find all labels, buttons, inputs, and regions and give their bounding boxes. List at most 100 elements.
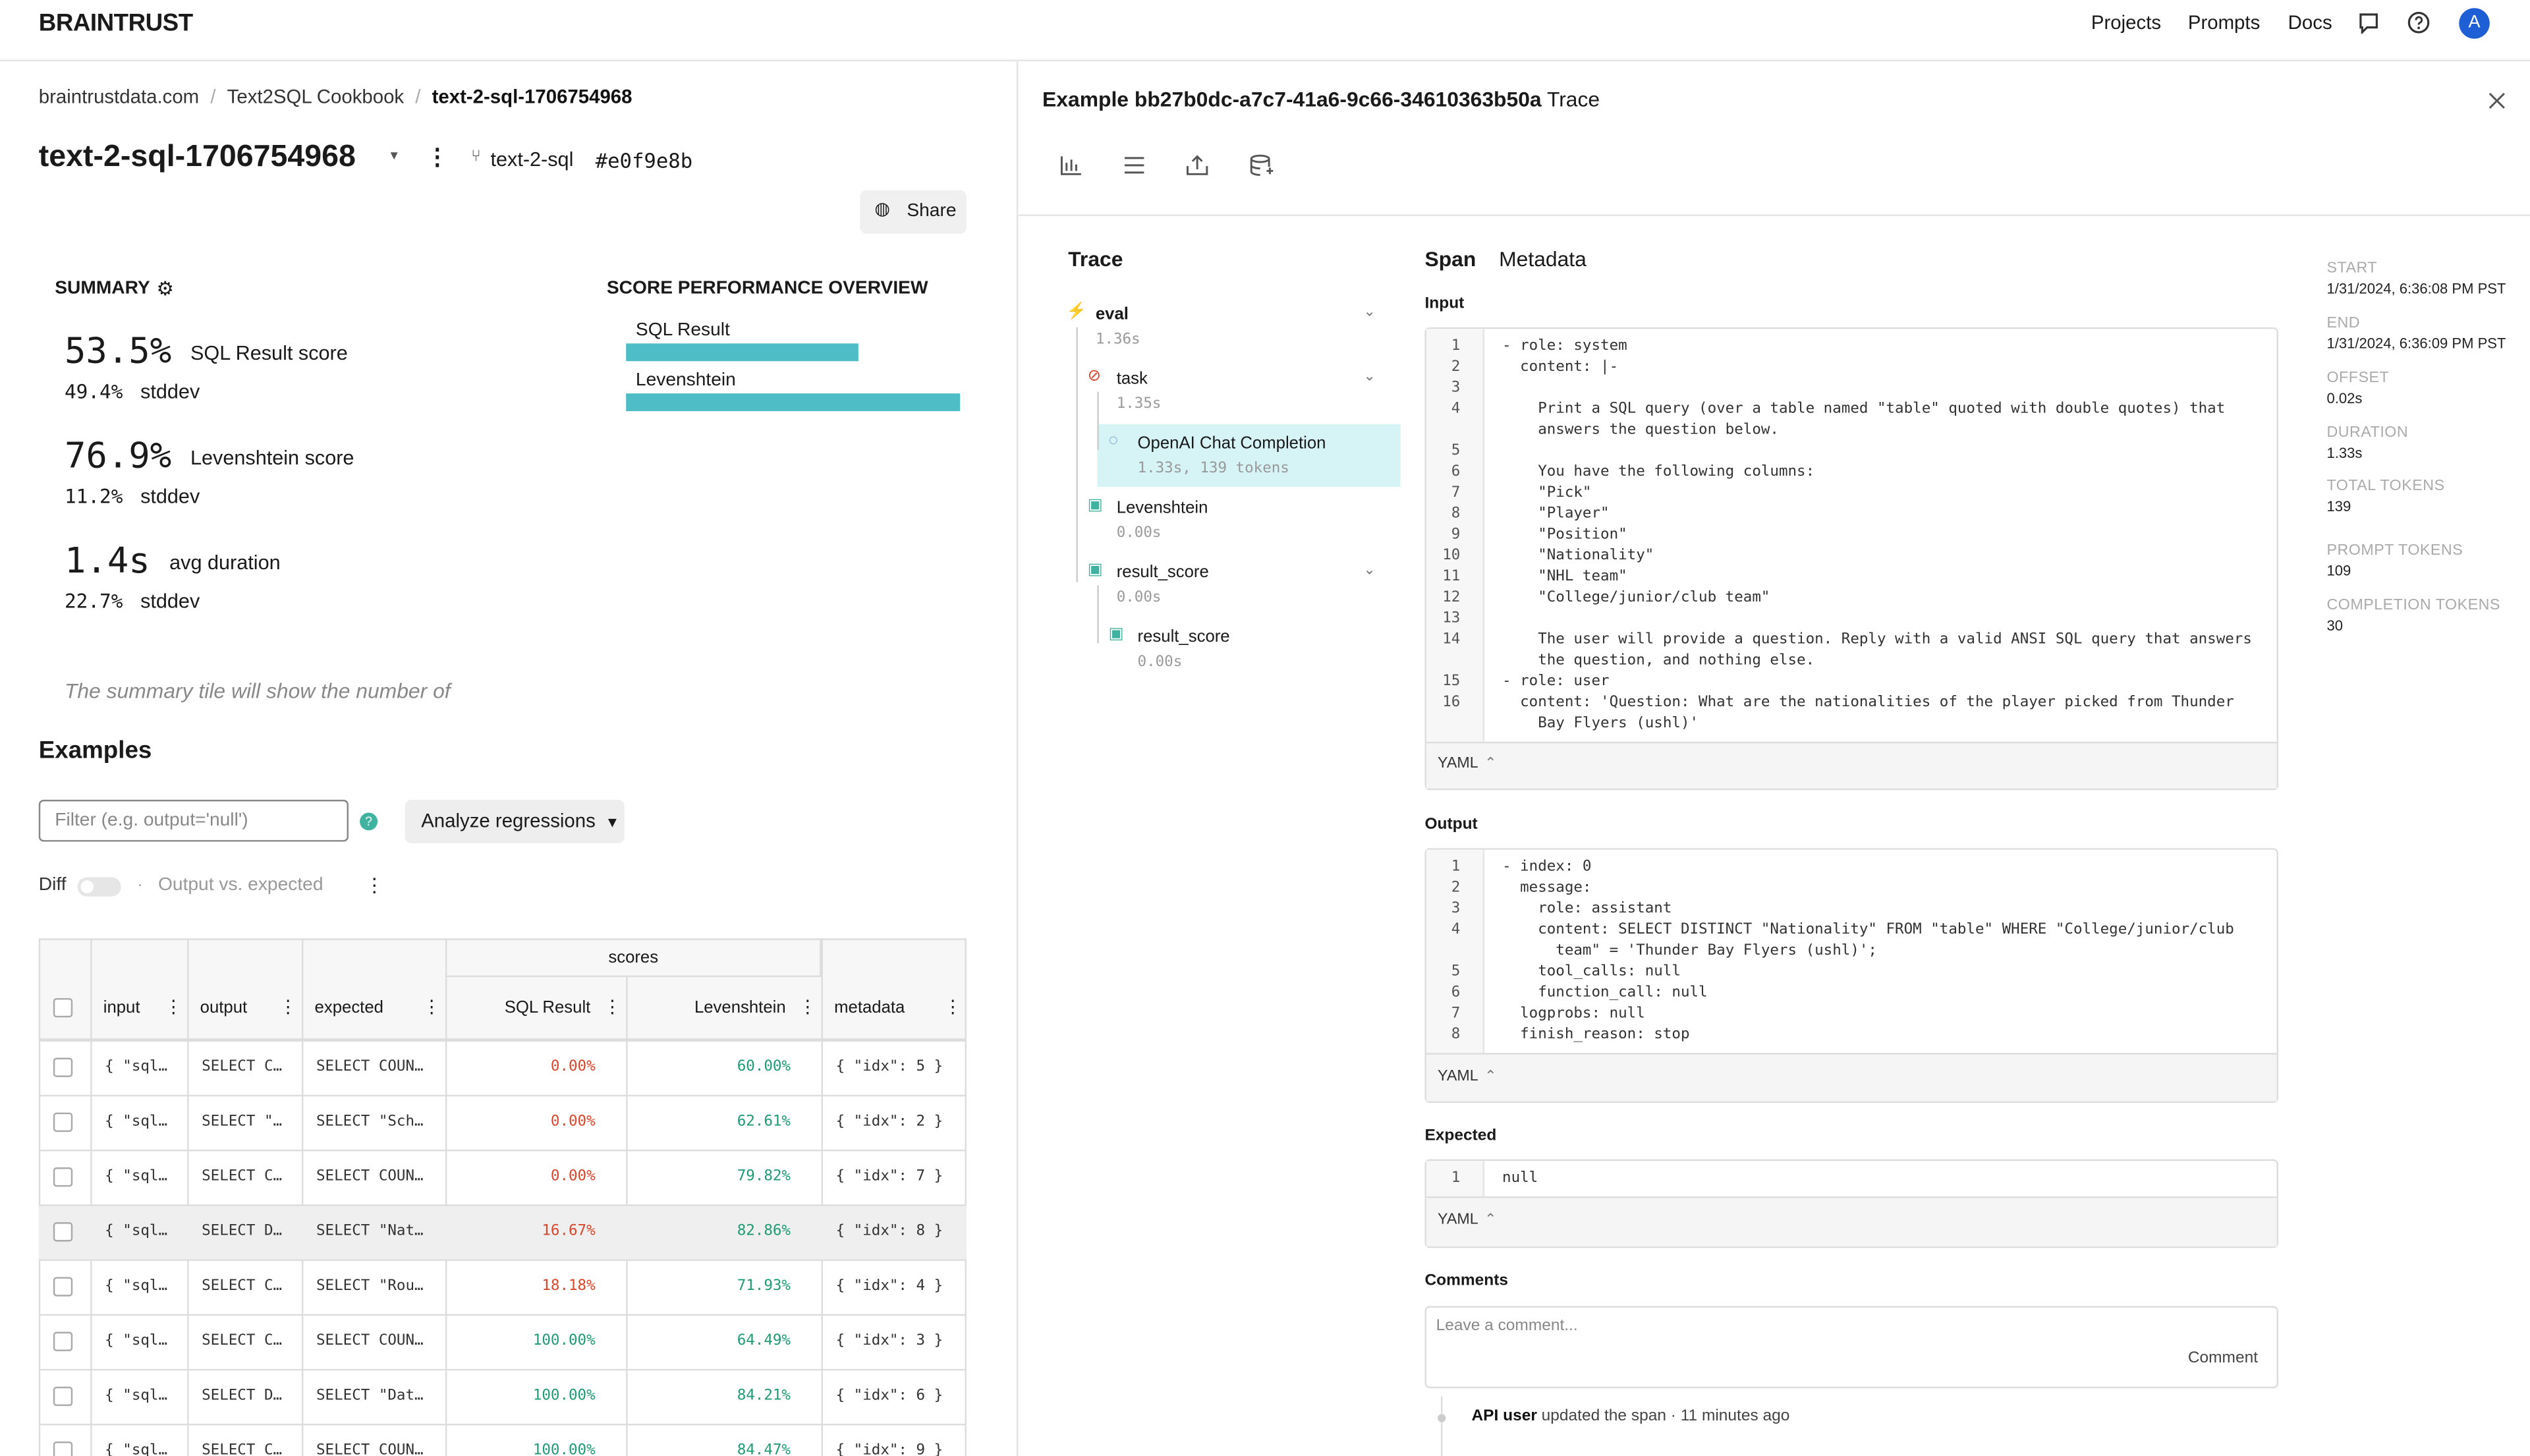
column-header[interactable]: metadata bbox=[822, 977, 967, 1040]
format-select[interactable]: YAML bbox=[1438, 1210, 1478, 1229]
column-name: Levenshtein bbox=[694, 997, 786, 1018]
collapse-caret[interactable]: ⌄ bbox=[1363, 561, 1376, 578]
column-header[interactable]: Levenshtein bbox=[626, 977, 821, 1040]
line-number: 8 bbox=[1451, 505, 1461, 522]
table-cell: { "sql… bbox=[105, 1386, 168, 1405]
table-cell: 16.67% bbox=[542, 1222, 596, 1241]
table-cell: { "idx": 7 } bbox=[835, 1167, 943, 1185]
row-checkbox[interactable] bbox=[53, 1222, 73, 1242]
filter-input[interactable]: Filter (e.g. output='null') bbox=[38, 799, 349, 842]
line-number: 1 bbox=[1451, 337, 1461, 355]
comment-button[interactable]: Comment bbox=[2187, 1349, 2259, 1368]
row-checkbox[interactable] bbox=[53, 1277, 73, 1297]
title-prefix: Example bbox=[1042, 87, 1129, 111]
format-select[interactable]: YAML bbox=[1438, 1066, 1478, 1084]
meta-label: DURATION bbox=[2326, 424, 2409, 442]
comment-box[interactable] bbox=[1424, 1306, 2278, 1389]
gutter bbox=[1426, 329, 1483, 742]
meta-value: 139 bbox=[2326, 498, 2351, 515]
gutter-border bbox=[1482, 849, 1485, 1053]
more-menu[interactable]: ⋮ bbox=[426, 143, 449, 169]
meta-label: END bbox=[2326, 314, 2361, 333]
meta-value: 1/31/2024, 6:36:08 PM PST bbox=[2326, 280, 2506, 297]
table-cell: 71.93% bbox=[737, 1277, 791, 1295]
table-cell: { "sql… bbox=[105, 1441, 168, 1456]
table-row[interactable] bbox=[38, 1204, 967, 1260]
table-cell: SELECT COUN… bbox=[316, 1057, 424, 1076]
group-header: scores bbox=[445, 938, 822, 978]
summary-heading: SUMMARY bbox=[55, 279, 150, 298]
table-cell: 0.00% bbox=[550, 1167, 596, 1185]
line-number: 12 bbox=[1442, 588, 1461, 607]
table-row[interactable] bbox=[38, 1259, 967, 1314]
row-checkbox[interactable] bbox=[53, 1057, 73, 1077]
breadcrumb-item[interactable]: text-2-sql-1706754968 bbox=[432, 85, 632, 108]
table-row[interactable] bbox=[38, 1368, 967, 1424]
span-detail: 1.33s, 139 tokens bbox=[1137, 459, 1289, 478]
nav-link[interactable]: Prompts bbox=[2187, 11, 2261, 34]
table-row[interactable] bbox=[38, 1040, 967, 1095]
toolbar-icons[interactable] bbox=[1059, 154, 1301, 178]
avatar[interactable]: A bbox=[2459, 8, 2490, 39]
column-header[interactable]: SQL Result bbox=[445, 977, 626, 1040]
span-name[interactable]: result_score bbox=[1116, 563, 1209, 582]
field-label: Input bbox=[1424, 294, 1465, 313]
close-icon[interactable] bbox=[2488, 92, 2506, 110]
separator: / bbox=[415, 85, 421, 108]
overview-heading: SCORE PERFORMANCE OVERVIEW bbox=[606, 279, 928, 298]
dot: · bbox=[137, 875, 144, 895]
feedback-icon[interactable] bbox=[2357, 11, 2380, 34]
format-select[interactable]: YAML bbox=[1438, 754, 1478, 773]
code-line: "Player" bbox=[1502, 505, 1610, 522]
line-number: 11 bbox=[1442, 567, 1461, 586]
span-name[interactable]: eval bbox=[1095, 304, 1129, 324]
breadcrumb-item[interactable]: braintrustdata.com bbox=[38, 85, 200, 108]
more-menu[interactable]: ⋮ bbox=[364, 874, 384, 897]
stddev-value: 49.4% bbox=[64, 380, 123, 403]
tab[interactable]: Metadata bbox=[1499, 246, 1587, 271]
row-checkbox[interactable] bbox=[53, 1386, 73, 1407]
tab[interactable]: Span bbox=[1424, 246, 1476, 271]
column-name: output bbox=[200, 997, 248, 1018]
table-cell: 64.49% bbox=[737, 1331, 791, 1350]
table-cell: 79.82% bbox=[737, 1167, 791, 1185]
collapse-caret[interactable]: ⌄ bbox=[1363, 368, 1376, 384]
column-header[interactable]: input bbox=[90, 977, 187, 1040]
row-checkbox[interactable] bbox=[53, 1331, 73, 1351]
settings-icon[interactable]: ⚙ bbox=[156, 277, 174, 300]
breadcrumb-item[interactable]: Text2SQL Cookbook bbox=[227, 85, 405, 108]
column-border bbox=[301, 938, 304, 1456]
span-name[interactable]: task bbox=[1116, 369, 1148, 389]
nav-link[interactable]: Docs bbox=[2288, 11, 2332, 34]
row-checkbox[interactable] bbox=[53, 1167, 73, 1187]
span-name[interactable]: OpenAI Chat Completion bbox=[1137, 434, 1326, 453]
logo[interactable]: BRAINTRUST bbox=[38, 9, 193, 38]
code-line: tool_calls: null bbox=[1502, 963, 1681, 981]
table-row[interactable] bbox=[38, 1314, 967, 1369]
share-button[interactable]: Share bbox=[860, 190, 967, 234]
nav-link[interactable]: Projects bbox=[2091, 11, 2162, 34]
table-row[interactable] bbox=[38, 1149, 967, 1204]
line-number: 2 bbox=[1451, 878, 1461, 897]
table-row[interactable] bbox=[38, 1094, 967, 1150]
row-checkbox[interactable] bbox=[53, 1441, 73, 1456]
diff-label: Diff bbox=[38, 875, 67, 895]
collapse-caret[interactable]: ⌄ bbox=[1363, 303, 1376, 320]
meta-label: TOTAL TOKENS bbox=[2326, 477, 2445, 495]
span-name[interactable]: Levenshtein bbox=[1116, 498, 1208, 518]
table-row[interactable] bbox=[38, 1424, 967, 1456]
column-header[interactable]: expected bbox=[302, 977, 445, 1040]
row-checkbox[interactable] bbox=[53, 1112, 73, 1133]
table-cell: SELECT C… bbox=[202, 1057, 283, 1076]
help-icon[interactable] bbox=[2407, 11, 2430, 34]
span-detail: 0.00s bbox=[1116, 588, 1162, 607]
table-cell: { "idx": 4 } bbox=[835, 1277, 943, 1295]
select-all[interactable] bbox=[53, 997, 73, 1018]
span-name[interactable]: result_score bbox=[1137, 627, 1230, 647]
table-cell: SELECT C… bbox=[202, 1331, 283, 1350]
stddev-value: 22.7% bbox=[64, 590, 123, 613]
analyze-button[interactable]: Analyze regressions ▼ bbox=[405, 799, 625, 843]
selected-span[interactable] bbox=[1097, 424, 1401, 488]
column-header[interactable]: output bbox=[187, 977, 302, 1040]
